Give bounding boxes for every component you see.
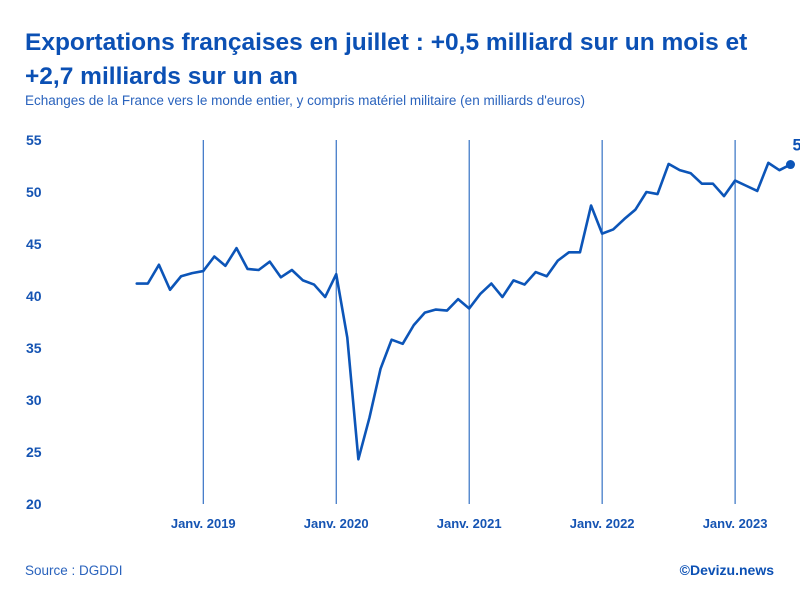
y-tick-label: 40 bbox=[26, 288, 42, 304]
y-axis: 20 25 30 35 40 45 50 55 bbox=[26, 132, 42, 512]
source-note: Source : DGDDI bbox=[25, 563, 123, 578]
y-tick-label: 30 bbox=[26, 392, 42, 408]
chart-subtitle: Echanges de la France vers le monde enti… bbox=[25, 93, 586, 108]
last-value-label: 52,641 bbox=[792, 137, 800, 155]
y-tick-label: 50 bbox=[26, 184, 42, 200]
x-tick-label: Janv. 2020 bbox=[304, 516, 369, 531]
chart-title: Exportations françaises en juillet : +0,… bbox=[25, 29, 748, 90]
last-point-marker bbox=[785, 160, 795, 170]
brand-credit: ©Devizu.news bbox=[679, 562, 774, 578]
series-line-exportations bbox=[135, 161, 792, 461]
x-tick-label: Janv. 2022 bbox=[570, 516, 635, 531]
plot-area: 52,641 bbox=[135, 137, 800, 461]
x-tick-label: Janv. 2019 bbox=[171, 516, 236, 531]
y-tick-label: 25 bbox=[26, 444, 42, 460]
x-tick-label: Janv. 2023 bbox=[703, 516, 768, 531]
y-tick-label: 45 bbox=[26, 236, 42, 252]
y-tick-label: 55 bbox=[26, 132, 42, 148]
x-tick-label: Janv. 2021 bbox=[437, 516, 502, 531]
y-tick-label: 35 bbox=[26, 340, 42, 356]
y-tick-label: 20 bbox=[26, 496, 42, 512]
x-axis: Janv. 2019 Janv. 2020 Janv. 2021 Janv. 2022… bbox=[171, 140, 768, 531]
